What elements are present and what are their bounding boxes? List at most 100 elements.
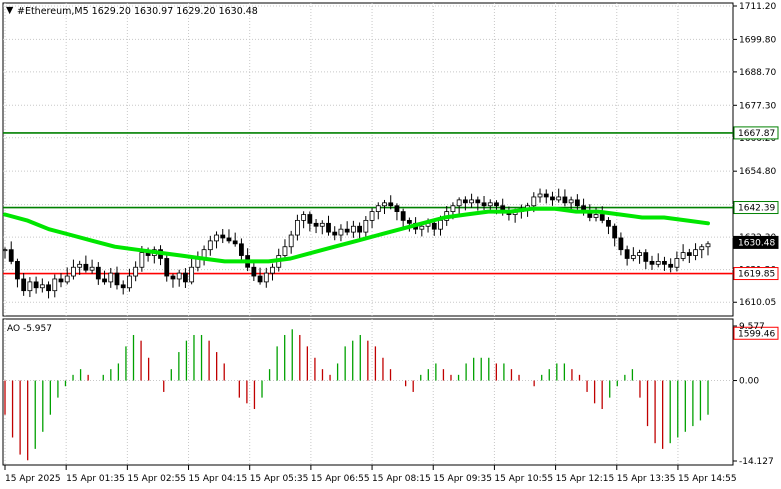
candle-body	[686, 252, 692, 256]
candle-body	[288, 234, 294, 248]
candle-body	[307, 214, 313, 224]
header-arrow-icon[interactable]: ▼	[6, 5, 14, 16]
price-tick-label: 1688.70	[739, 68, 776, 78]
price-tick-label: 1699.80	[739, 35, 776, 45]
candle-body	[431, 222, 437, 230]
candle-body	[263, 272, 269, 283]
price-panel[interactable]: ▼ #Ethereum,M5 1629.20 1630.97 1629.20 1…	[2, 2, 734, 335]
candle-body	[27, 281, 33, 292]
candle-body	[83, 263, 89, 271]
candle-body	[481, 202, 487, 207]
time-tick-label: 15 Apr 10:55	[494, 474, 553, 484]
time-tick-label: 15 Apr 04:15	[189, 474, 248, 484]
price-tick-label: 1677.30	[739, 101, 776, 111]
level-badges: 1667.87 1642.39 1630.48 1619.85 1599.46	[733, 126, 779, 340]
level-badge	[733, 201, 779, 215]
candle-body	[270, 266, 275, 274]
candle-body	[114, 272, 120, 286]
candle-body	[680, 252, 686, 259]
candle-body	[71, 266, 76, 277]
candle-body	[338, 228, 344, 236]
level-badge-label: 1599.46	[738, 329, 775, 339]
candle-body	[39, 284, 45, 289]
candle-body	[220, 234, 226, 239]
candle-body	[406, 219, 412, 224]
candle-body	[630, 255, 636, 259]
candle-body	[612, 225, 618, 239]
candle-body	[599, 214, 605, 221]
candle-body	[207, 240, 213, 251]
price-tick-label: 1610.05	[739, 298, 776, 308]
candle-body	[537, 193, 543, 198]
level-badge	[733, 126, 779, 140]
time-tick-label: 15 Apr 05:35	[250, 474, 309, 484]
candle-body	[593, 214, 599, 218]
candle-body	[556, 196, 562, 201]
price-tick-label: 1654.80	[739, 167, 776, 177]
candle-body	[531, 196, 537, 207]
candle-body	[95, 266, 101, 280]
candle-body	[232, 240, 238, 245]
candle-body	[15, 260, 20, 280]
level-badge-label: 1619.85	[738, 270, 775, 280]
candle-body	[189, 266, 195, 283]
candle-body	[450, 205, 456, 213]
candle-body	[705, 243, 711, 248]
ao-tick-label: -14.127	[739, 457, 774, 467]
candle-body	[469, 199, 474, 204]
time-axis: 15 Apr 2025 15 Apr 01:35 15 Apr 02:55 15 Ap…	[4, 465, 737, 484]
candle-body	[637, 252, 642, 256]
time-tick-label: 15 Apr 06:55	[311, 474, 370, 484]
time-tick-label: 15 Apr 13:35	[617, 474, 676, 484]
candle-body	[574, 199, 580, 207]
candle-body	[643, 252, 649, 262]
candle-body	[127, 275, 132, 289]
candle-body	[133, 266, 139, 277]
candle-body	[239, 243, 244, 256]
candle-body	[164, 258, 170, 277]
candle-body	[550, 196, 555, 201]
ao-label: AO -5.957	[7, 324, 52, 334]
level-badge-label: 1642.39	[738, 204, 775, 214]
candle-body	[102, 278, 107, 283]
candle-body	[319, 222, 325, 227]
moving-average	[3, 206, 710, 264]
candle-body	[58, 278, 64, 283]
ao-panel[interactable]: AO -5.957	[2, 318, 734, 466]
symbol-header: #Ethereum,M5 1629.20 1630.97 1629.20 163…	[17, 6, 258, 17]
candle-body	[649, 260, 655, 265]
candle-body	[438, 219, 443, 230]
level-badge	[733, 326, 779, 340]
candle-body	[257, 275, 263, 283]
candle-body	[313, 222, 319, 227]
candle-body	[624, 249, 630, 259]
candle-body	[108, 272, 114, 283]
time-tick-label: 15 Apr 14:55	[678, 474, 737, 484]
ao-histogram	[4, 329, 709, 461]
candle-body	[139, 252, 145, 268]
candle-body	[214, 234, 219, 242]
candle-body	[562, 196, 568, 204]
price-grid	[3, 3, 733, 316]
candle-body	[251, 266, 257, 277]
price-tick-label: 1711.20	[739, 2, 776, 12]
candle-body	[344, 228, 350, 233]
candle-body	[494, 202, 499, 207]
candle-body	[543, 193, 549, 198]
ao-tick-label: 9.577	[739, 322, 765, 332]
candle-body	[456, 199, 462, 207]
candle-body	[64, 275, 70, 283]
candle-body	[8, 249, 14, 262]
candle-body	[382, 202, 387, 207]
time-tick-label: 15 Apr 02:55	[127, 474, 186, 484]
time-tick-label: 15 Apr 08:15	[372, 474, 431, 484]
candles	[2, 188, 711, 299]
candle-body	[77, 263, 83, 268]
candle-body	[388, 202, 394, 207]
candle-body	[294, 219, 300, 236]
ma-line	[3, 206, 710, 264]
candle-body	[21, 278, 27, 292]
candle-body	[475, 199, 481, 204]
candle-body	[183, 272, 188, 283]
